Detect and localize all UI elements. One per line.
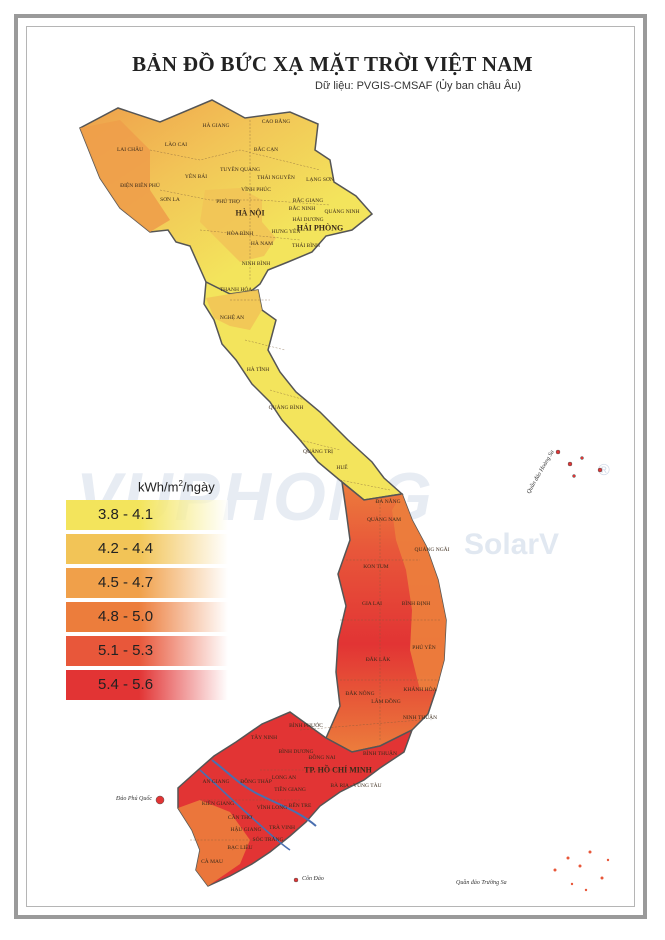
legend-item: 5.4 - 5.6 bbox=[66, 670, 228, 700]
capital-label: HÀ NỘI bbox=[235, 208, 265, 218]
province-label: ĐẮK NÔNG bbox=[345, 691, 375, 697]
province-label: BẮC NINH bbox=[288, 206, 316, 212]
province-label: NGHỆ AN bbox=[219, 315, 245, 321]
mekong-river bbox=[211, 759, 317, 827]
province-label: HÀ TĨNH bbox=[246, 367, 270, 373]
legend-label: 5.1 - 5.3 bbox=[98, 642, 154, 659]
province-label: HÀ NAM bbox=[250, 241, 274, 247]
province-label: THÁI NGUYÊN bbox=[257, 175, 295, 181]
legend-item: 4.2 - 4.4 bbox=[66, 534, 228, 564]
legend-unit: kWh/m2/ngày bbox=[138, 479, 215, 495]
legend-label: 4.5 - 4.7 bbox=[98, 574, 154, 591]
province-label: BẮC CẠN bbox=[253, 147, 279, 153]
province-label: HÀ GIANG bbox=[202, 123, 230, 129]
province-label: TÂY NINH bbox=[250, 735, 278, 741]
legend-label: 4.8 - 5.0 bbox=[98, 608, 154, 625]
province-label: KON TUM bbox=[363, 564, 389, 570]
province-label: KIÊN GIANG bbox=[201, 801, 235, 807]
province-label: ĐIỆN BIÊN PHỦ bbox=[120, 183, 160, 189]
watermark-subtext: SolarV bbox=[464, 528, 560, 561]
province-label: CAO BẰNG bbox=[261, 119, 291, 125]
legend-item: 3.8 - 4.1 bbox=[66, 500, 228, 530]
province-label: HÒA BÌNH bbox=[226, 231, 254, 237]
legend-label: 4.2 - 4.4 bbox=[98, 540, 154, 557]
province-label: THÁI BÌNH bbox=[292, 243, 320, 249]
province-label: ĐỒNG NAI bbox=[308, 755, 336, 761]
province-label: QUẢNG NAM bbox=[366, 517, 402, 523]
province-label: BÌNH PHƯỚC bbox=[289, 723, 323, 729]
province-label: YÊN BÁI bbox=[184, 174, 208, 180]
province-label: BẮC GIANG bbox=[292, 198, 324, 204]
province-label: BÌNH THUẬN bbox=[363, 751, 397, 757]
province-label: ĐỒNG THÁP bbox=[240, 779, 272, 785]
province-label: CẦN THƠ bbox=[227, 815, 253, 821]
legend-label: 5.4 - 5.6 bbox=[98, 676, 154, 693]
legend-item: 4.5 - 4.7 bbox=[66, 568, 228, 598]
province-label: TRÀ VINH bbox=[268, 825, 296, 831]
island-label-truong-sa: Quần đảo Trường Sa bbox=[456, 880, 507, 886]
inner-frame bbox=[26, 26, 635, 907]
province-label: LÂM ĐỒNG bbox=[371, 699, 401, 705]
map-subtitle: Dữ liệu: PVGIS-CMSAF (Ủy ban châu Âu) bbox=[315, 80, 522, 92]
province-label: VĨNH LONG bbox=[256, 805, 288, 811]
province-label: LAI CHÂU bbox=[116, 147, 144, 153]
region-northwest bbox=[80, 120, 170, 232]
province-label: BÌNH DƯƠNG bbox=[278, 749, 314, 755]
province-label: QUẢNG TRỊ bbox=[303, 449, 333, 455]
province-label: QUẢNG NINH bbox=[324, 209, 360, 215]
province-label: VĨNH PHÚC bbox=[241, 187, 271, 193]
province-label: TIỀN GIANG bbox=[274, 787, 306, 793]
province-label: QUẢNG NGÃI bbox=[414, 547, 450, 553]
legend-item: 5.1 - 5.3 bbox=[66, 636, 228, 666]
province-label: BẠC LIÊU bbox=[227, 845, 253, 851]
province-label: NINH THUẬN bbox=[402, 715, 438, 721]
province-label: AN GIANG bbox=[202, 779, 230, 785]
province-label: PHÚ THỌ bbox=[216, 199, 240, 205]
province-label: HUẾ bbox=[336, 465, 348, 471]
province-label: BÀ RỊA - VŨNG TÀU bbox=[330, 783, 382, 789]
province-label: LÀO CAI bbox=[164, 142, 188, 148]
province-label: QUẢNG BÌNH bbox=[268, 405, 304, 411]
region-coast-orange bbox=[392, 494, 446, 690]
island-label-con-dao: Côn Đảo bbox=[302, 876, 324, 882]
province-label: SƠN LA bbox=[160, 197, 180, 203]
outer-frame bbox=[14, 14, 647, 919]
region-mekong-west bbox=[178, 800, 250, 886]
province-label: SÓC TRĂNG bbox=[252, 837, 284, 843]
legend-label: 3.8 - 4.1 bbox=[98, 506, 154, 523]
bassac-river bbox=[199, 769, 291, 851]
province-label: THANH HÓA bbox=[219, 287, 253, 293]
city-label: TP. HỒ CHÍ MINH bbox=[304, 765, 372, 775]
province-label: BÌNH ĐỊNH bbox=[401, 601, 431, 607]
province-label: ĐÀ NẴNG bbox=[375, 499, 401, 505]
legend-item: 4.8 - 5.0 bbox=[66, 602, 228, 632]
province-label: HƯNG YÊN bbox=[271, 229, 301, 235]
province-label: LẠNG SƠN bbox=[306, 177, 334, 183]
map-title: BẢN ĐỒ BỨC XẠ MẶT TRỜI VIỆT NAM bbox=[132, 52, 533, 76]
region-delta bbox=[200, 188, 276, 262]
province-label: CÀ MAU bbox=[201, 859, 223, 865]
province-label: NINH BÌNH bbox=[241, 261, 271, 267]
province-label: TUYÊN QUANG bbox=[220, 167, 260, 173]
island-label-phu-quoc: Đảo Phú Quốc bbox=[116, 796, 152, 802]
province-label: GIA LAI bbox=[361, 601, 383, 607]
province-label: BẾN TRE bbox=[288, 803, 312, 809]
province-label: PHÚ YÊN bbox=[412, 645, 436, 651]
province-label: LONG AN bbox=[271, 775, 297, 781]
province-label: HẬU GIANG bbox=[230, 827, 262, 833]
province-label: HẢI DƯƠNG bbox=[292, 217, 324, 223]
province-label: KHÁNH HÒA bbox=[403, 687, 437, 693]
province-label: ĐẮK LẮK bbox=[365, 657, 391, 663]
registered-mark: ® bbox=[598, 462, 610, 479]
city-label: HẢI PHÒNG bbox=[296, 223, 344, 233]
